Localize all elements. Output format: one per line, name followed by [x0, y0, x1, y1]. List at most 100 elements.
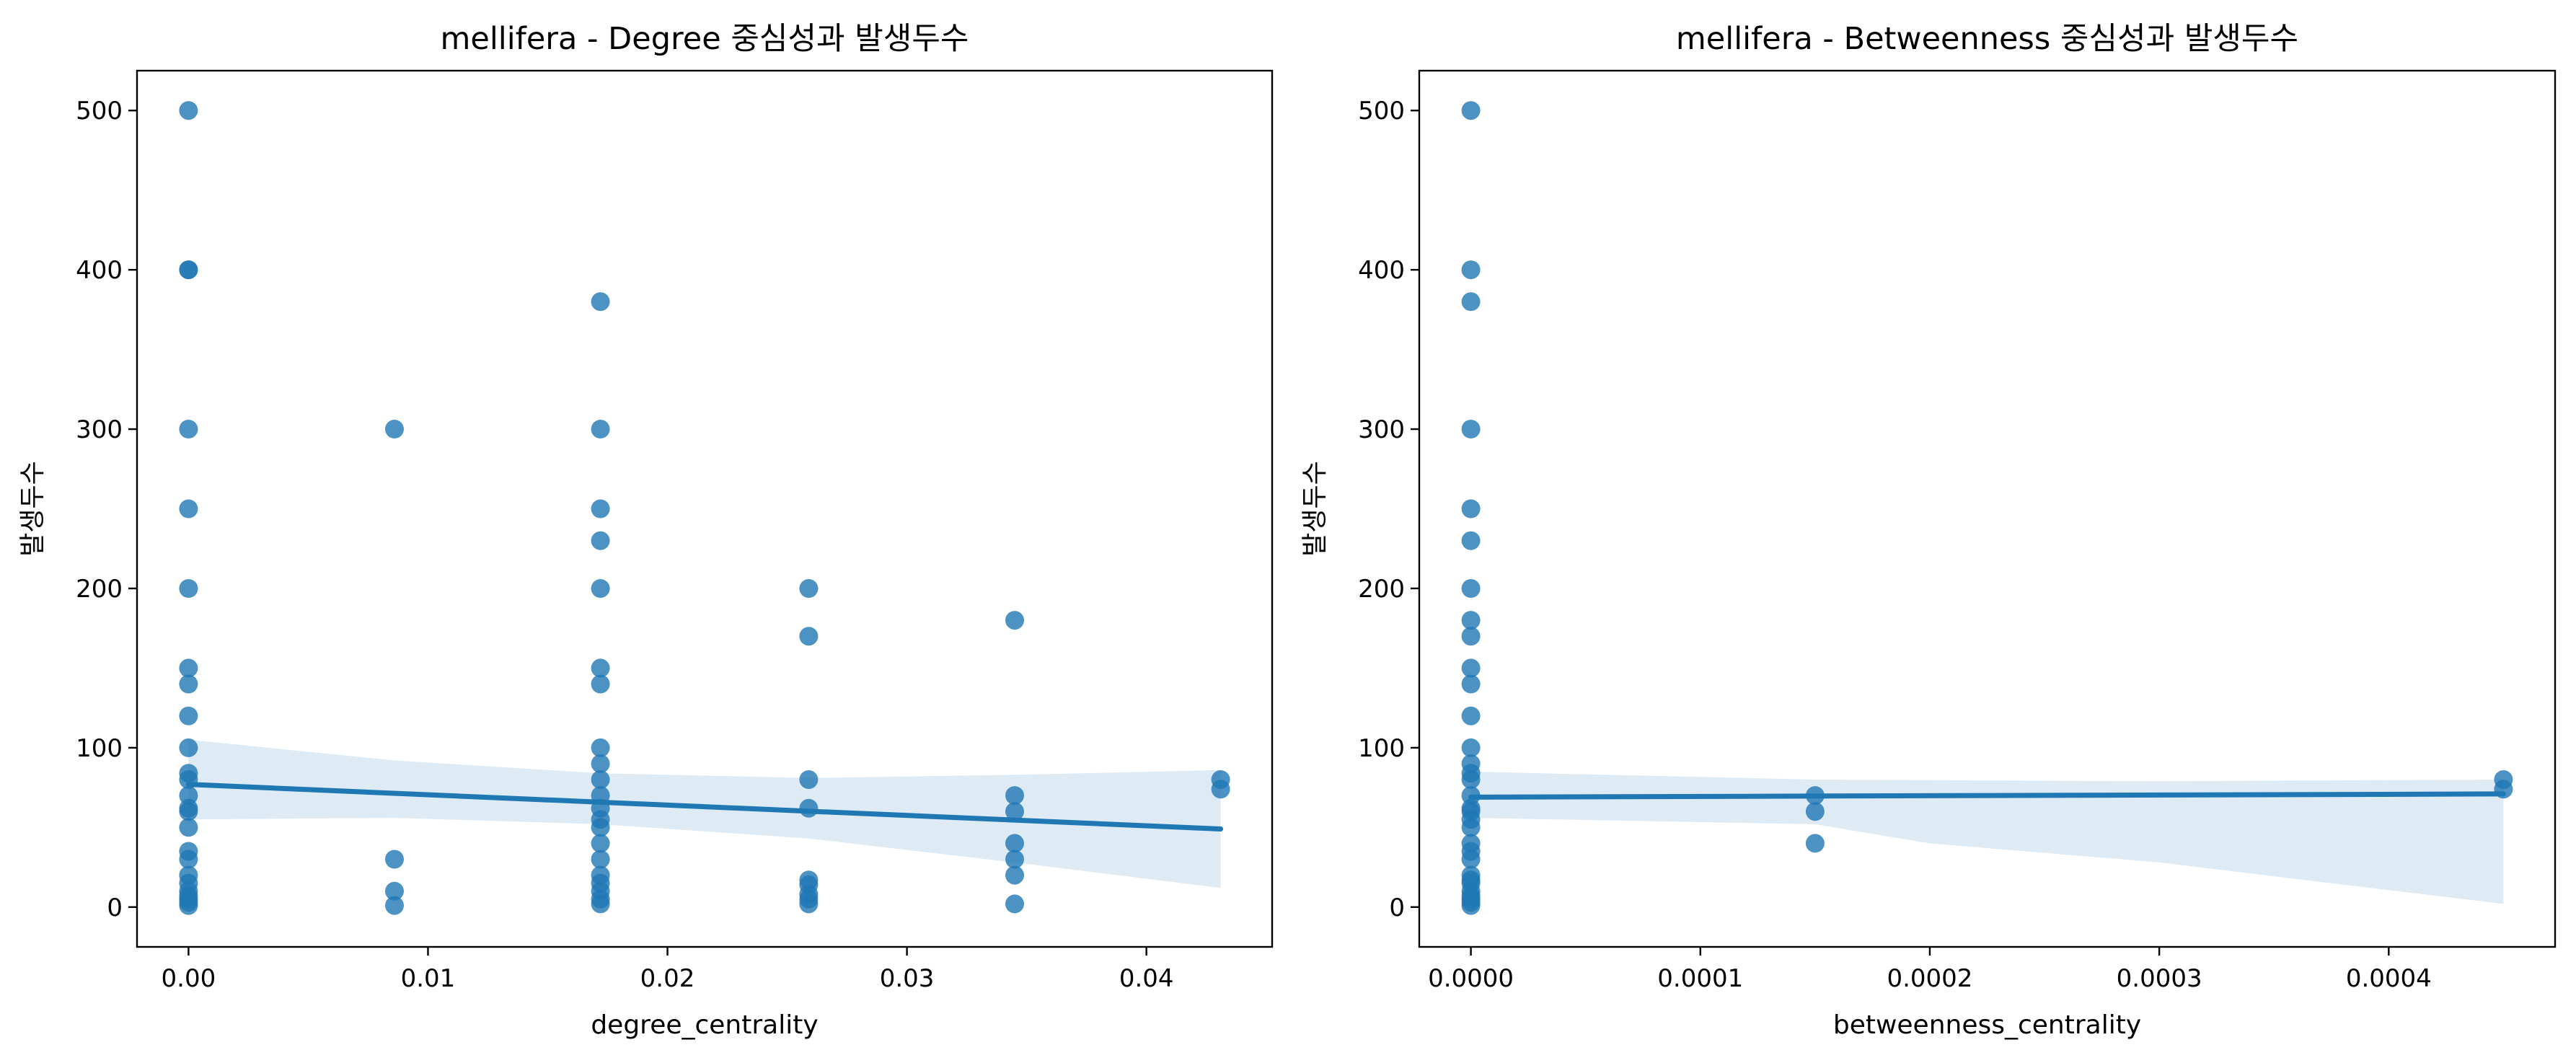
y-axis-label: 발생두수 — [1300, 461, 1330, 556]
x-tick-label: 0.02 — [640, 964, 695, 993]
x-tick-label: 0.03 — [880, 964, 935, 993]
data-point — [179, 802, 198, 821]
data-point — [591, 754, 610, 773]
data-point — [1005, 611, 1024, 630]
y-axis-ticks: 0 100 200 300 400 500 — [76, 97, 137, 922]
y-tick-label: 200 — [76, 575, 123, 604]
data-point — [799, 627, 819, 646]
x-tick-label: 0.0004 — [2346, 964, 2432, 993]
data-point — [385, 896, 404, 915]
regression-line-layer — [185, 782, 1224, 832]
data-point — [591, 738, 610, 757]
x-tick-label: 0.0002 — [1887, 964, 1972, 993]
data-point — [179, 260, 198, 280]
data-point — [179, 579, 198, 598]
data-point — [591, 658, 610, 678]
data-point — [1461, 658, 1481, 678]
data-point — [1461, 706, 1481, 725]
data-point — [1005, 786, 1024, 806]
data-point — [1805, 802, 1825, 821]
y-tick-label: 0 — [107, 894, 123, 922]
y-tick-label: 400 — [1358, 256, 1405, 285]
data-point — [1461, 101, 1481, 120]
data-point — [1005, 834, 1024, 853]
x-tick-label: 0.00 — [162, 964, 216, 993]
data-point — [591, 499, 610, 519]
regression-line — [1468, 791, 2506, 800]
confidence-band-layer — [188, 739, 1221, 888]
data-point — [591, 531, 610, 550]
confidence-band — [188, 739, 1221, 888]
data-point — [591, 894, 610, 914]
data-point — [1805, 834, 1825, 853]
data-point — [179, 658, 198, 678]
data-point — [1005, 865, 1024, 885]
y-tick-label: 500 — [76, 97, 123, 125]
data-point — [1211, 780, 1230, 799]
data-point — [1461, 818, 1481, 837]
data-point — [1461, 611, 1481, 630]
regression-line — [185, 782, 1224, 832]
x-axis-ticks: 0.00 0.01 0.02 0.03 0.04 — [162, 947, 1174, 993]
data-point — [1461, 260, 1481, 280]
data-point — [1461, 674, 1481, 694]
confidence-band — [1470, 772, 2504, 904]
y-tick-label: 100 — [76, 734, 123, 763]
data-point — [385, 850, 404, 869]
x-axis-label: degree_centrality — [591, 1010, 818, 1040]
data-point — [799, 798, 819, 818]
data-point — [385, 420, 404, 438]
betweenness-scatter-panel: mellifera - Betweenness 중심성과 발생두수 0.0000… — [1300, 21, 2557, 1040]
data-point — [591, 818, 610, 837]
x-axis-ticks: 0.0000 0.0001 0.0002 0.0003 0.0004 — [1428, 947, 2432, 993]
data-point — [591, 834, 610, 853]
degree-scatter-panel: mellifera - Degree 중심성과 발생두수 0.00 0.01 0.0… — [18, 21, 1274, 1040]
data-point — [1461, 292, 1481, 312]
data-point — [1461, 531, 1481, 550]
data-point — [591, 579, 610, 598]
x-axis-label: betweenness_centrality — [1833, 1010, 2141, 1040]
data-point — [179, 499, 198, 519]
data-point — [1461, 850, 1481, 869]
data-point — [591, 674, 610, 694]
data-point — [1461, 499, 1481, 519]
data-point — [179, 896, 198, 915]
regression-line-layer — [1468, 791, 2506, 800]
data-point — [591, 292, 610, 312]
y-tick-label: 200 — [1358, 575, 1405, 604]
data-point — [591, 770, 610, 789]
data-point — [1461, 770, 1481, 789]
x-tick-label: 0.04 — [1119, 964, 1174, 993]
y-tick-label: 0 — [1389, 894, 1405, 922]
data-point — [1005, 802, 1024, 821]
data-point — [1461, 420, 1481, 438]
x-tick-label: 0.01 — [401, 964, 456, 993]
y-tick-label: 300 — [1358, 415, 1405, 444]
data-point — [799, 579, 819, 598]
data-point — [1461, 896, 1481, 915]
data-point — [179, 674, 198, 694]
chart-title: mellifera - Degree 중심성과 발생두수 — [441, 21, 969, 57]
data-point — [799, 894, 819, 914]
data-point — [1461, 579, 1481, 598]
data-point — [591, 420, 610, 438]
scatter-points-layer — [1461, 101, 2513, 915]
data-point — [385, 881, 404, 901]
data-point — [179, 706, 198, 725]
y-tick-label: 400 — [76, 256, 123, 285]
y-tick-label: 500 — [1358, 97, 1405, 125]
data-point — [179, 420, 198, 438]
x-tick-label: 0.0003 — [2117, 964, 2202, 993]
data-point — [179, 818, 198, 837]
data-point — [179, 101, 198, 120]
plot-frame — [1418, 69, 2557, 948]
chart-title: mellifera - Betweenness 중심성과 발생두수 — [1676, 21, 2298, 57]
y-axis-label: 발생두수 — [18, 461, 48, 556]
data-point — [1461, 738, 1481, 757]
data-point — [591, 850, 610, 869]
data-point — [1005, 894, 1024, 914]
y-tick-label: 100 — [1358, 734, 1405, 763]
y-tick-label: 300 — [76, 415, 123, 444]
